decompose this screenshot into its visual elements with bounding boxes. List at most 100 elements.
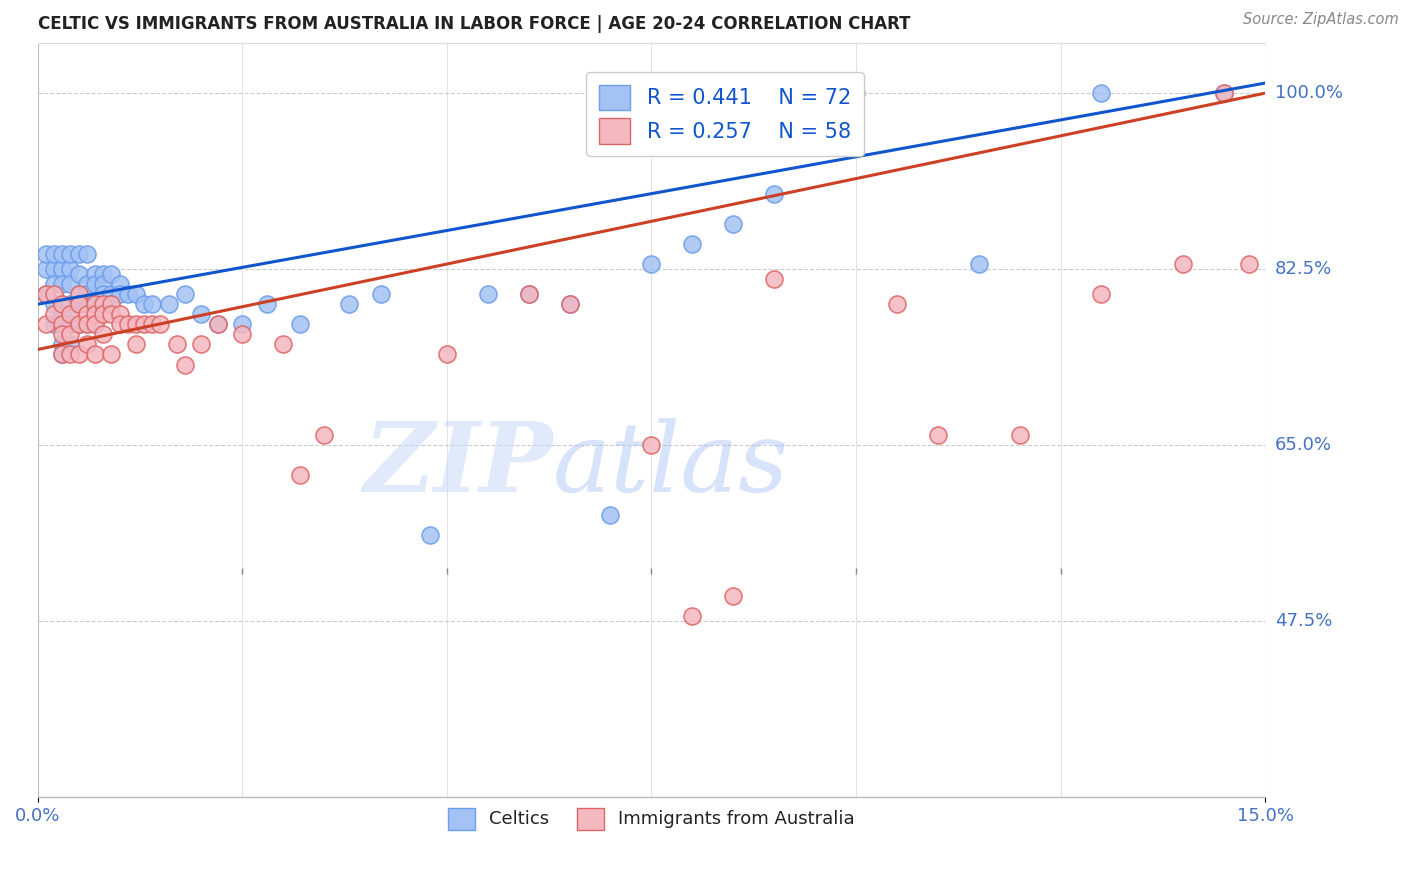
Point <box>927 428 949 442</box>
Point <box>1213 86 1236 100</box>
Text: 82.5%: 82.5% <box>1275 260 1331 278</box>
Point <box>67 297 90 311</box>
Point <box>42 247 65 261</box>
Text: CELTIC VS IMMIGRANTS FROM AUSTRALIA IN LABOR FORCE | AGE 20-24 CORRELATION CHART: CELTIC VS IMMIGRANTS FROM AUSTRALIA IN L… <box>38 15 910 33</box>
Point <box>174 358 197 372</box>
Point <box>174 287 197 301</box>
Point <box>967 257 990 271</box>
Point <box>51 347 73 361</box>
Point <box>419 528 441 542</box>
Point <box>337 297 360 311</box>
Point <box>67 287 90 301</box>
Text: 65.0%: 65.0% <box>1275 436 1331 454</box>
Point <box>76 318 98 332</box>
Point <box>76 337 98 351</box>
Point <box>125 337 148 351</box>
Point <box>51 327 73 342</box>
Point <box>1237 257 1260 271</box>
Point <box>59 347 82 361</box>
Point <box>1173 257 1195 271</box>
Point <box>157 297 180 311</box>
Point <box>721 589 744 603</box>
Point <box>141 297 163 311</box>
Point <box>84 297 107 311</box>
Point <box>108 287 131 301</box>
Point <box>51 297 73 311</box>
Point <box>59 307 82 321</box>
Point <box>436 347 458 361</box>
Point <box>231 318 253 332</box>
Point <box>67 267 90 281</box>
Point <box>59 277 82 292</box>
Point <box>91 297 114 311</box>
Point <box>84 297 107 311</box>
Point <box>76 318 98 332</box>
Point <box>51 307 73 321</box>
Point <box>76 277 98 292</box>
Point <box>271 337 294 351</box>
Point <box>76 307 98 321</box>
Point <box>51 337 73 351</box>
Point <box>59 262 82 277</box>
Point <box>100 347 122 361</box>
Point <box>35 287 58 301</box>
Point <box>42 318 65 332</box>
Point <box>42 262 65 277</box>
Legend: Celtics, Immigrants from Australia: Celtics, Immigrants from Australia <box>440 800 862 837</box>
Point <box>190 337 212 351</box>
Point <box>51 318 73 332</box>
Point <box>517 287 540 301</box>
Point <box>35 262 58 277</box>
Point <box>35 318 58 332</box>
Point <box>91 307 114 321</box>
Point <box>1090 287 1112 301</box>
Point <box>117 287 139 301</box>
Point <box>108 318 131 332</box>
Point <box>100 267 122 281</box>
Point <box>67 347 90 361</box>
Point <box>67 297 90 311</box>
Point <box>207 318 229 332</box>
Point <box>100 297 122 311</box>
Point <box>35 247 58 261</box>
Point <box>125 318 148 332</box>
Point <box>190 307 212 321</box>
Point <box>67 287 90 301</box>
Point <box>100 307 122 321</box>
Point <box>84 267 107 281</box>
Point <box>100 287 122 301</box>
Point <box>59 318 82 332</box>
Point <box>763 186 786 201</box>
Point <box>108 307 131 321</box>
Text: atlas: atlas <box>553 418 789 512</box>
Point <box>35 287 58 301</box>
Point <box>59 327 82 342</box>
Point <box>132 297 155 311</box>
Point <box>149 318 172 332</box>
Point <box>1008 428 1031 442</box>
Point <box>288 468 311 483</box>
Point <box>91 277 114 292</box>
Point <box>517 287 540 301</box>
Point <box>42 287 65 301</box>
Text: 100.0%: 100.0% <box>1275 84 1343 103</box>
Point <box>91 297 114 311</box>
Point <box>76 287 98 301</box>
Point <box>845 86 868 100</box>
Text: Source: ZipAtlas.com: Source: ZipAtlas.com <box>1243 12 1399 27</box>
Point <box>681 236 703 251</box>
Point <box>721 217 744 231</box>
Point <box>166 337 188 351</box>
Point <box>231 327 253 342</box>
Point <box>59 297 82 311</box>
Point <box>59 247 82 261</box>
Point <box>84 307 107 321</box>
Point <box>558 297 581 311</box>
Point <box>117 318 139 332</box>
Point <box>76 297 98 311</box>
Point <box>599 508 621 523</box>
Point <box>141 318 163 332</box>
Point <box>108 277 131 292</box>
Point <box>91 267 114 281</box>
Point <box>84 347 107 361</box>
